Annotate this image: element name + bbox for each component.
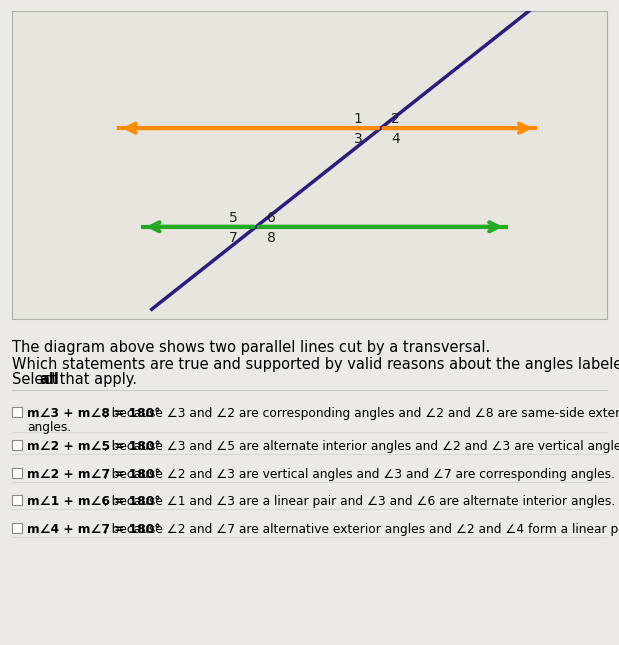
- Text: m∠2 + m∠7 = 180°: m∠2 + m∠7 = 180°: [27, 468, 161, 481]
- FancyBboxPatch shape: [12, 440, 22, 450]
- FancyBboxPatch shape: [12, 523, 22, 533]
- Text: 5: 5: [229, 211, 238, 224]
- Text: 2: 2: [391, 112, 400, 126]
- Text: , because ∠3 and ∠2 are corresponding angles and ∠2 and ∠8 are same-side exterio: , because ∠3 and ∠2 are corresponding an…: [100, 407, 619, 420]
- Text: 8: 8: [267, 231, 275, 245]
- Text: m∠2 + m∠5 = 180°: m∠2 + m∠5 = 180°: [27, 440, 161, 453]
- Text: Select: Select: [12, 372, 62, 387]
- Text: , because ∠2 and ∠7 are alternative exterior angles and ∠2 and ∠4 form a linear : , because ∠2 and ∠7 are alternative exte…: [100, 523, 619, 536]
- Text: m∠4 + m∠7 = 180°: m∠4 + m∠7 = 180°: [27, 523, 160, 536]
- Text: Which statements are true and supported by valid reasons about the angles labele: Which statements are true and supported …: [12, 357, 619, 372]
- Text: 1: 1: [354, 112, 363, 126]
- Text: 7: 7: [229, 231, 238, 245]
- Text: The diagram above shows two parallel lines cut by a transversal.: The diagram above shows two parallel lin…: [12, 340, 490, 355]
- Text: m∠1 + m∠6 = 180°: m∠1 + m∠6 = 180°: [27, 495, 160, 508]
- Text: , because ∠3 and ∠5 are alternate interior angles and ∠2 and ∠3 are vertical ang: , because ∠3 and ∠5 are alternate interi…: [100, 440, 619, 453]
- Text: that apply.: that apply.: [55, 372, 137, 387]
- Text: all: all: [39, 372, 59, 387]
- Text: , because ∠1 and ∠3 are a linear pair and ∠3 and ∠6 are alternate interior angle: , because ∠1 and ∠3 are a linear pair an…: [100, 495, 615, 508]
- FancyBboxPatch shape: [12, 495, 22, 505]
- Text: m∠3 + m∠8 = 180°: m∠3 + m∠8 = 180°: [27, 407, 160, 420]
- Text: 6: 6: [267, 211, 275, 224]
- Text: angles.: angles.: [27, 421, 71, 434]
- Text: 4: 4: [391, 132, 400, 146]
- Text: , because ∠2 and ∠3 are vertical angles and ∠3 and ∠7 are corresponding angles.: , because ∠2 and ∠3 are vertical angles …: [100, 468, 615, 481]
- FancyBboxPatch shape: [12, 468, 22, 478]
- FancyBboxPatch shape: [12, 407, 22, 417]
- Text: 3: 3: [354, 132, 363, 146]
